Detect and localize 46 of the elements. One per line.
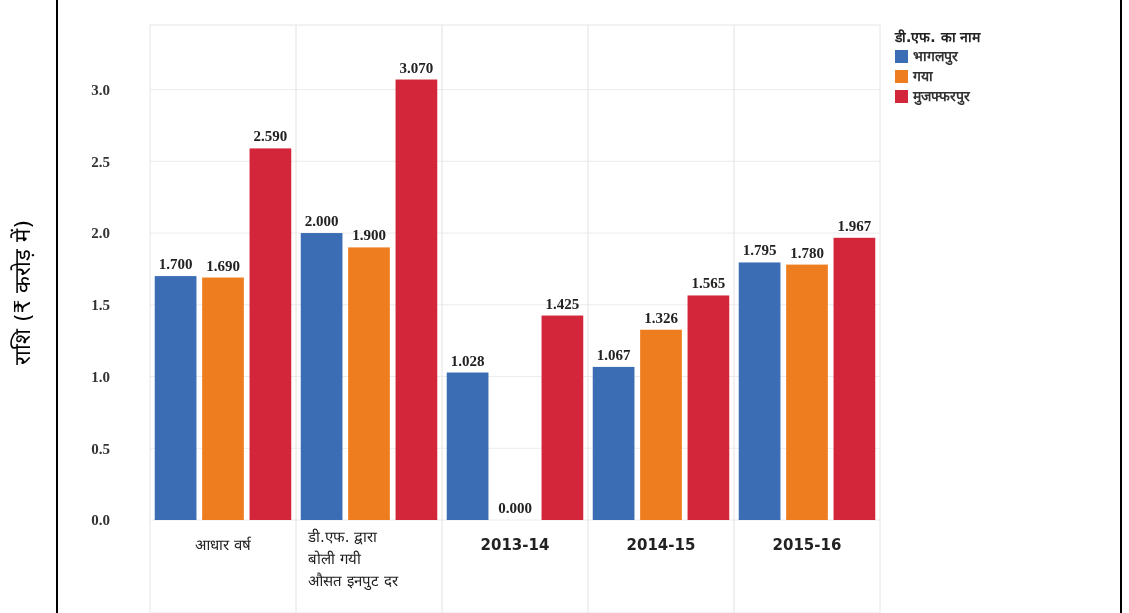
legend-label: मुजफ्फरपुर (912, 88, 971, 106)
bar (541, 315, 584, 520)
bar (786, 264, 828, 520)
bar (687, 295, 730, 520)
bar (738, 262, 781, 520)
x-tick-label: 2014-15 (626, 536, 696, 554)
x-tick-label: डी.एफ. द्वारा बोली गयी औसत इनपुट दर (307, 528, 399, 591)
y-tick-label: 1.5 (91, 297, 110, 314)
bar (833, 237, 876, 520)
bar (395, 79, 438, 520)
bar (202, 277, 244, 520)
data-label: 1.326 (644, 309, 679, 326)
data-label: 2.590 (253, 128, 288, 145)
data-label: 3.070 (399, 59, 434, 76)
data-label: 1.780 (790, 244, 824, 261)
legend-label: गया (912, 68, 934, 84)
x-tick-label: आधार वर्ष (195, 536, 252, 554)
y-tick-label: 3.0 (91, 81, 110, 98)
bar (446, 372, 489, 520)
bar (348, 247, 390, 520)
y-tick-label: 2.0 (91, 225, 110, 242)
data-label: 1.967 (837, 217, 872, 234)
data-label: 1.795 (742, 242, 777, 259)
legend-label: भागलपुर (913, 48, 959, 66)
bar (154, 276, 197, 520)
x-tick-label: 2013-14 (480, 536, 550, 554)
y-axis-title: राशि (₹ करोड़ में) (10, 219, 35, 366)
data-label: 1.900 (352, 227, 386, 244)
bar (640, 329, 682, 520)
data-label: 1.700 (158, 256, 193, 273)
data-label: 1.028 (450, 352, 485, 369)
data-label: 1.067 (596, 346, 631, 363)
y-tick-label: 0.0 (91, 512, 110, 529)
data-label: 0.000 (498, 500, 532, 516)
data-label: 2.000 (304, 213, 339, 230)
data-label: 1.425 (545, 295, 580, 312)
data-label: 1.565 (691, 275, 726, 292)
y-tick-label: 0.5 (91, 440, 110, 457)
y-tick-label: 1.0 (91, 368, 110, 385)
bar (300, 233, 343, 520)
legend-title: डी.एफ. का नाम (894, 29, 982, 45)
bar (592, 366, 635, 520)
bar (249, 148, 292, 520)
data-label: 1.690 (206, 257, 240, 274)
y-tick-label: 2.5 (91, 153, 110, 170)
x-tick-label: 2015-16 (772, 536, 842, 554)
